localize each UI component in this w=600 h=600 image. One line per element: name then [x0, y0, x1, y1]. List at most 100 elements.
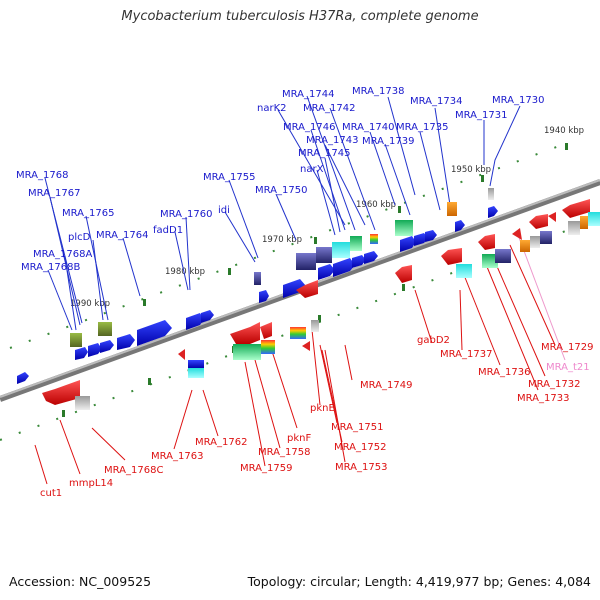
- gene-label: MRA_1733: [517, 393, 569, 404]
- gene-arrow-blue: [283, 279, 306, 298]
- gene-label: MRA_1767: [28, 188, 80, 199]
- gene-arrow-red: [395, 265, 412, 283]
- gene-label: MRA_1753: [335, 462, 387, 473]
- gene-block-gray: [75, 396, 90, 410]
- gene-label: gabD2: [417, 335, 450, 346]
- ruler-label: 1970 kbp: [262, 235, 302, 245]
- gene-arrow-blue: [75, 347, 88, 360]
- gene-block-gray: [530, 236, 540, 248]
- gene-label: MRA_1765: [62, 208, 114, 219]
- gene-label: MRA_1759: [240, 463, 292, 474]
- gene-label: cut1: [40, 488, 62, 499]
- gene-block-cyan: [332, 242, 350, 258]
- gene-label: MRA_1768B: [21, 262, 80, 273]
- gene-arrow-blue: [414, 233, 428, 246]
- gene-block-gray: [311, 320, 319, 332]
- gene-arrow-blue: [400, 236, 416, 252]
- gene-label: MRA_1768A: [33, 249, 92, 260]
- gene-label: MRA_1749: [360, 380, 412, 391]
- gene-arrow-red: [178, 349, 185, 360]
- topology-text: Topology: circular; Length: 4,419,977 bp…: [247, 574, 591, 589]
- gene-block-gray: [488, 188, 494, 200]
- ruler-1970: 1970 kbp: [262, 235, 317, 245]
- gene-block-olive: [98, 322, 112, 336]
- gene-arrow-red: [296, 280, 318, 298]
- gene-arrow-red: [562, 199, 590, 218]
- gene-label: MRA_1764: [96, 230, 148, 241]
- gene-block-green: [395, 220, 413, 236]
- gene-label: MRA_1763: [151, 451, 203, 462]
- gene-block-orange: [580, 216, 588, 229]
- gene-label: fadD1: [153, 225, 183, 236]
- gene-label: MRA_1737: [440, 349, 492, 360]
- callouts-upper: [44, 95, 521, 331]
- gene-arrow-blue: [488, 206, 498, 218]
- ruler-1950: 1950 kbp: [451, 165, 491, 182]
- gene-arrow-blue: [186, 313, 204, 330]
- gene-block-orange: [520, 240, 530, 252]
- gene-arrow-red: [302, 341, 310, 351]
- gene-label: MRA_1736: [478, 367, 530, 378]
- gene-block-green: [482, 254, 498, 268]
- ruler-label: 1980 kbp: [165, 267, 205, 277]
- gene-arrow-blue: [455, 220, 465, 232]
- gene-label: MRA_1758: [258, 447, 310, 458]
- ruler-label: 1940 kbp: [544, 126, 584, 136]
- gene-block-navy: [254, 272, 261, 285]
- gene-arrow-red: [548, 212, 556, 222]
- gene-label: MRA_1734: [410, 96, 462, 107]
- gene-label: pknE: [310, 403, 335, 414]
- upper-strand-features: [17, 188, 498, 384]
- gene-block-navy: [316, 247, 332, 263]
- gene-arrow-red: [42, 380, 80, 405]
- gene-arrow-red: [260, 322, 272, 339]
- gene-label: pknF: [287, 433, 311, 444]
- gene-arrow-red: [441, 248, 462, 265]
- gene-block-cyan: [588, 212, 600, 226]
- gene-label: narK2: [257, 103, 287, 114]
- gene-arrow-blue: [137, 320, 172, 346]
- ruler-label: 1950 kbp: [451, 165, 491, 175]
- gene-label: MRA_1750: [255, 185, 307, 196]
- ruler-label: 1990 kbp: [70, 299, 110, 309]
- gene-arrow-blue: [333, 258, 355, 277]
- ruler-1990: 1990 kbp: [70, 299, 146, 309]
- gene-arrow-blue: [364, 251, 378, 264]
- gene-label: mmpL14: [69, 478, 113, 489]
- gene-arrow-red: [512, 228, 522, 240]
- accession-text: Accession: NC_009525: [9, 574, 152, 589]
- gene-label: MRA_1731: [455, 110, 507, 121]
- gene-label: MRA_1751: [331, 422, 383, 433]
- gene-label: MRA_1746: [283, 122, 335, 133]
- gene-label: narX: [300, 164, 324, 175]
- upper-gene-labels: MRA_1730 MRA_1731 MRA_1734 MRA_1735 MRA_…: [16, 86, 544, 273]
- gene-label: plcD: [68, 232, 91, 243]
- ruler-1940: 1940 kbp: [544, 126, 584, 150]
- gene-label: MRA_1744: [282, 89, 334, 100]
- gene-label: MRA_1768: [16, 170, 68, 181]
- gene-label: MRA_1735: [396, 122, 448, 133]
- gene-block-navy: [495, 249, 511, 263]
- ruler-1980: 1980 kbp: [165, 267, 231, 277]
- gene-label: MRA_1740: [342, 122, 394, 133]
- gene-arrow-blue: [352, 255, 366, 268]
- gene-block-cyan: [188, 368, 204, 378]
- gene-block-navy: [296, 253, 316, 270]
- gene-arrow-blue: [117, 334, 135, 350]
- gene-block-cyan: [456, 264, 472, 278]
- callout-rna: [517, 234, 566, 361]
- gene-block-green: [350, 236, 362, 251]
- gene-label: MRA_1762: [195, 437, 247, 448]
- gene-arrow-red: [230, 322, 260, 344]
- gene-label: MRA_1768C: [104, 465, 163, 476]
- gene-label-rna: MRA_t21: [546, 362, 590, 373]
- gene-label: MRA_1730: [492, 95, 544, 106]
- callouts-lower: [34, 244, 556, 485]
- gene-block-navy: [540, 231, 552, 244]
- gene-block-orange: [447, 202, 457, 216]
- gene-label: idi: [218, 205, 230, 216]
- gene-label: MRA_1760: [160, 209, 212, 220]
- lower-gene-labels: MRA_1729 MRA_t21 MRA_1732 MRA_1733 MRA_1…: [40, 335, 593, 499]
- ruler-1960: 1960 kbp: [356, 200, 401, 213]
